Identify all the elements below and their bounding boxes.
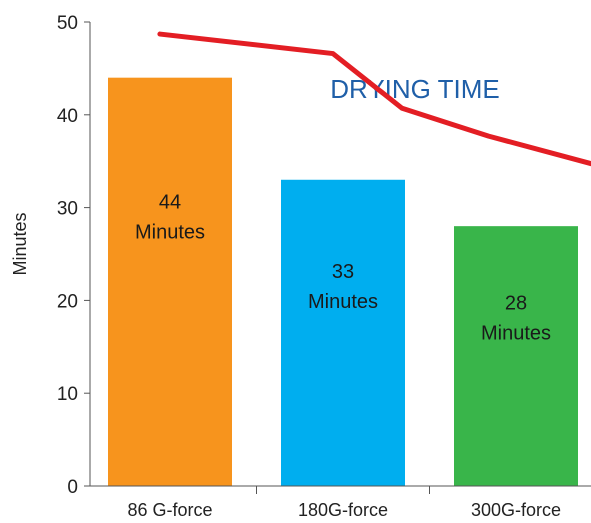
x-category-label: 180G-force [298, 500, 388, 520]
bar-3 [454, 226, 578, 486]
drying-time-annotation: DRYING TIME [157, 31, 591, 167]
x-category-label: 300G-force [471, 500, 561, 520]
y-tick-label: 10 [57, 384, 78, 405]
bar-1 [108, 77, 232, 487]
annotation-text: DRYING TIME [330, 74, 500, 104]
bar-unit-label: Minutes [308, 291, 378, 313]
bar-unit-label: Minutes [135, 221, 205, 243]
bars: 44 Minutes 33 Minutes 28 Minutes [108, 77, 578, 487]
y-axis-ticks: 0 10 20 30 40 50 [57, 13, 91, 498]
y-tick-label: 50 [57, 13, 78, 34]
x-axis: 86 G-force 180G-force 300G-force [90, 485, 591, 520]
bar-unit-label: Minutes [481, 322, 551, 344]
x-category-label: 86 G-force [127, 500, 212, 520]
bar-value-label: 28 [505, 292, 527, 314]
y-tick-label: 30 [57, 199, 78, 220]
bar-value-label: 44 [159, 191, 181, 213]
y-tick-label: 40 [57, 106, 78, 127]
y-tick-label: 0 [67, 477, 78, 498]
y-axis-label: Minutes [10, 212, 30, 275]
bar-value-label: 33 [332, 261, 354, 283]
trend-arrow-line [157, 31, 591, 167]
y-tick-label: 20 [57, 291, 78, 312]
bar-2 [281, 179, 405, 486]
